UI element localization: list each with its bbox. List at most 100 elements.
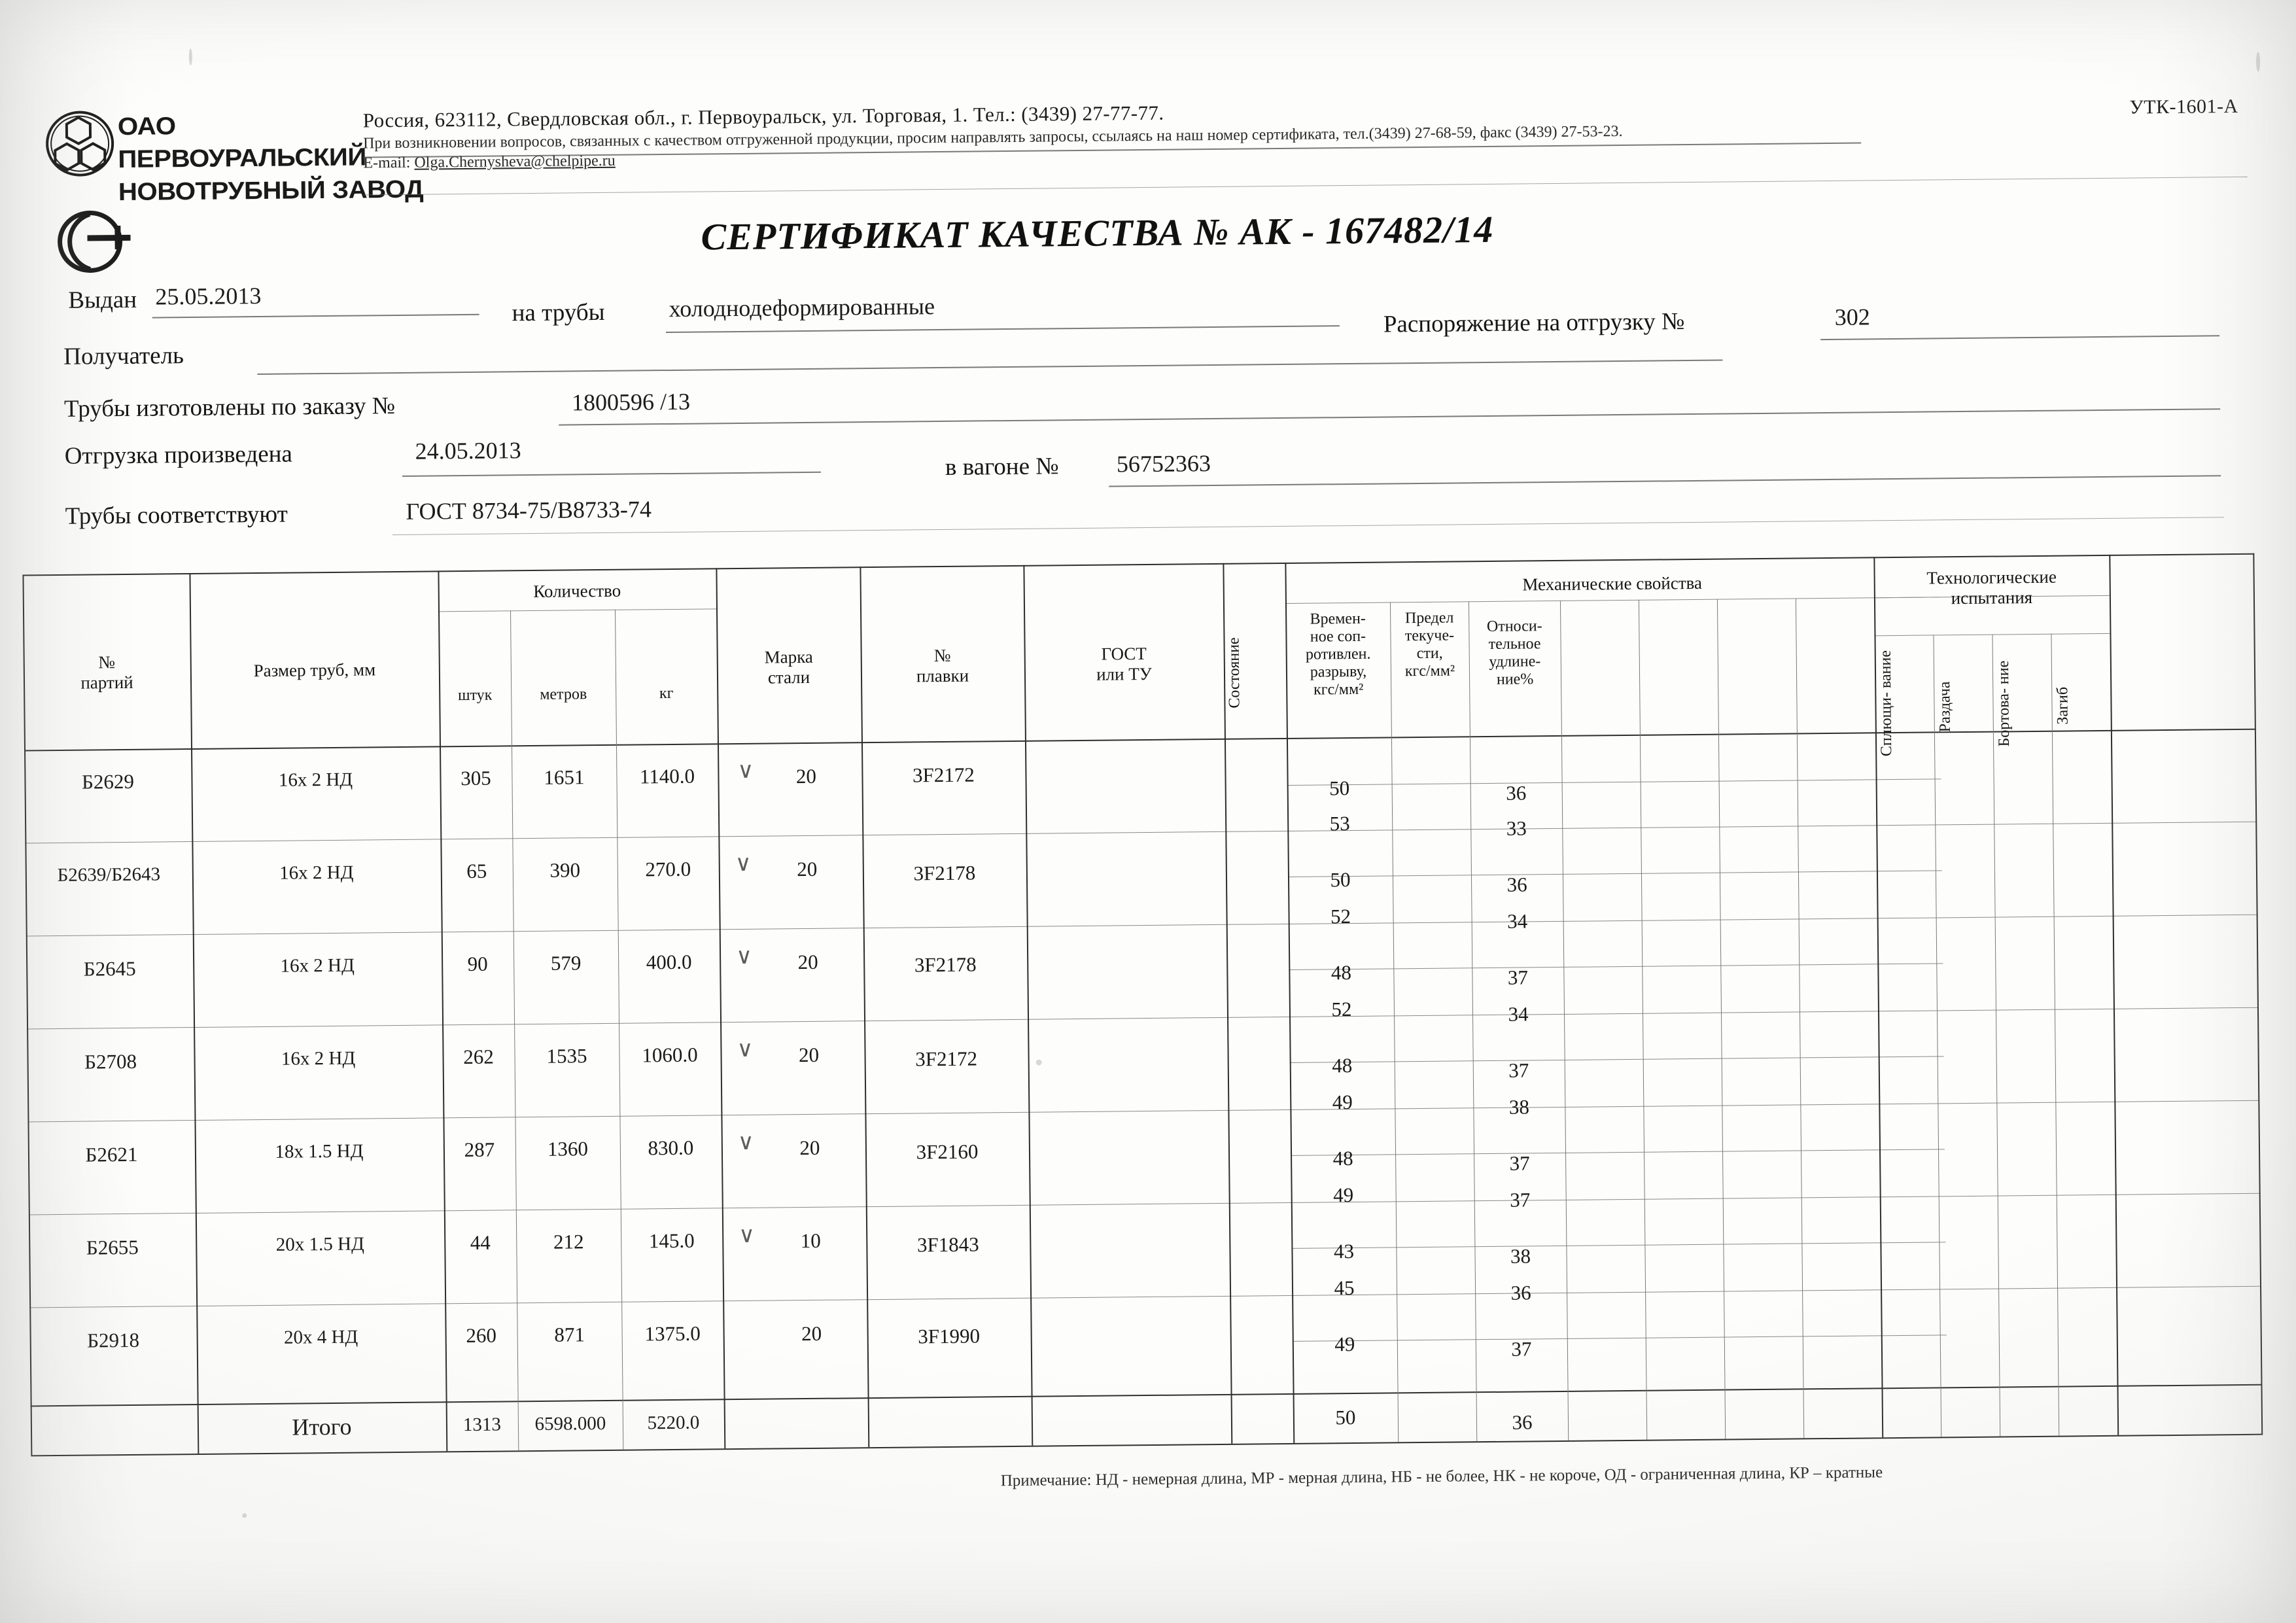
total-kg: 5220.0 — [647, 1412, 700, 1434]
col-header-size: Размер труб, мм — [253, 659, 376, 681]
wagon-value: 56752363 — [1116, 450, 1211, 478]
order-label: Трубы изготовлены по заказу № — [63, 393, 396, 423]
cell-grade: 20 — [801, 1321, 822, 1346]
cell-lot: Б2621 — [85, 1142, 138, 1166]
cell-pieces: 260 — [466, 1323, 497, 1348]
cell-size: 16х 2 НД — [278, 769, 353, 791]
footer-note: Примечание: НД - немерная длина, МР - ме… — [1000, 1463, 1883, 1490]
cell-tensile: 48 — [1332, 1147, 1353, 1170]
total-meters: 6598.000 — [534, 1412, 606, 1435]
col-header-kg: кг — [659, 684, 674, 703]
conform-label: Трубы соответствуют — [65, 500, 288, 530]
cell-grade: 20 — [799, 1136, 820, 1160]
cell-tensile: 53 — [1329, 812, 1350, 835]
col-header-tech-tests: Технологические испытания — [1926, 567, 2057, 608]
cell-elongation: 37 — [1508, 1058, 1529, 1082]
total-pieces: 1313 — [462, 1414, 502, 1436]
company-logo: ОАО ПЕРВОУРАЛЬСКИЙ НОВОТРУБНЫЙ ЗАВОД — [44, 105, 423, 206]
check-mark-icon: ∨ — [735, 851, 752, 877]
company-name-line2: НОВОТРУБНЫЙ ЗАВОД — [118, 175, 424, 207]
cell-heat: 3F1990 — [918, 1324, 981, 1348]
recipient-label: Получатель — [63, 342, 184, 370]
cell-grade: 10 — [800, 1229, 821, 1253]
cell-meters: 1360 — [547, 1137, 589, 1161]
cell-tensile: 43 — [1333, 1240, 1355, 1263]
ship-order-value: 302 — [1834, 304, 1870, 330]
cell-heat: 3F2178 — [914, 952, 977, 977]
cell-elongation: 37 — [1507, 966, 1529, 989]
cell-size: 18х 1.5 НД — [275, 1140, 364, 1162]
cell-tensile: 49 — [1332, 1183, 1354, 1207]
cell-tensile: 50 — [1329, 777, 1350, 800]
cell-elongation: 33 — [1506, 816, 1527, 840]
certificate-table: № партий Размер труб, мм Количество штук … — [22, 553, 2263, 1457]
cell-elongation: 38 — [1508, 1095, 1530, 1119]
col-header-flattening: Сплющи- вание — [1877, 650, 1896, 757]
cell-meters: 1651 — [544, 765, 585, 789]
cell-meters: 1535 — [546, 1044, 587, 1068]
cell-grade: 20 — [797, 950, 818, 974]
cell-elongation: 34 — [1506, 909, 1528, 933]
cell-elongation: 38 — [1510, 1244, 1531, 1268]
page-title: СЕРТИФИКАТ КАЧЕСТВА № АК - 167482/14 — [701, 207, 1494, 258]
cell-grade: 20 — [795, 764, 817, 788]
pntz-logo-icon — [46, 111, 114, 177]
cell-meters: 871 — [554, 1323, 585, 1346]
cell-tensile: 48 — [1331, 961, 1352, 985]
cell-pieces: 262 — [463, 1045, 494, 1069]
cell-size: 16х 2 НД — [280, 954, 355, 977]
cell-meters: 212 — [553, 1230, 584, 1253]
shipment-value: 24.05.2013 — [415, 437, 521, 464]
cell-elongation: 34 — [1508, 1002, 1529, 1026]
col-header-pieces: штук — [457, 686, 493, 705]
col-header-lot-no: № партий — [80, 652, 133, 693]
ship-order-label: Распоряжение на отгрузку № — [1383, 308, 1685, 338]
cell-kg: 830.0 — [648, 1136, 694, 1160]
check-mark-icon: ∨ — [737, 1037, 754, 1062]
shipment-label: Отгрузка произведена — [64, 440, 293, 470]
conform-value: ГОСТ 8734-75/В8733-74 — [406, 496, 652, 525]
cell-kg: 400.0 — [646, 950, 692, 974]
cell-heat: 3F2172 — [912, 763, 975, 787]
col-header-bending: Загиб — [2054, 686, 2072, 725]
pipes-value: холоднодеформированные — [669, 293, 935, 322]
issued-label: Выдан — [68, 286, 137, 314]
cell-tensile: 45 — [1334, 1276, 1355, 1300]
cell-lot: Б2645 — [83, 956, 136, 981]
cell-tensile: 50 — [1330, 868, 1351, 892]
col-header-heat-no: № плавки — [916, 645, 969, 686]
address-block: Россия, 623112, Свердловская обл., г. Пе… — [363, 96, 1770, 173]
cell-pieces: 65 — [466, 859, 487, 883]
cell-size: 20х 1.5 НД — [275, 1233, 364, 1255]
cell-heat: 3F2178 — [913, 861, 976, 885]
cell-grade: 20 — [797, 857, 818, 881]
cell-kg: 1140.0 — [639, 764, 695, 788]
cell-size: 20х 4 НД — [283, 1326, 358, 1348]
check-mark-icon: ∨ — [735, 944, 753, 969]
col-header-elongation: Относи-тельное удлине-ние% — [1486, 618, 1542, 688]
issued-value: 25.05.2013 — [155, 282, 262, 310]
total-label: Итого — [292, 1413, 352, 1440]
cell-size: 16х 2 НД — [279, 862, 354, 884]
cell-meters: 579 — [550, 951, 582, 975]
col-header-yield: Предел текуче- сти, кгс/мм² — [1404, 609, 1455, 680]
cell-lot: Б2639/Б2643 — [57, 864, 161, 886]
cell-lot: Б2629 — [81, 769, 135, 794]
cell-elongation: 37 — [1511, 1337, 1532, 1361]
cell-elongation: 37 — [1510, 1188, 1531, 1212]
col-header-expansion: Раздача — [1936, 681, 1954, 733]
cell-heat: 3F2160 — [916, 1140, 979, 1164]
cell-pieces: 44 — [470, 1230, 491, 1254]
cell-tensile: 52 — [1330, 905, 1351, 928]
col-header-condition: Состояние — [1225, 637, 1244, 709]
cell-grade: 20 — [798, 1043, 820, 1067]
cell-pieces: 90 — [467, 952, 488, 975]
col-header-meters: метров — [540, 686, 587, 703]
check-mark-icon: ∨ — [739, 1223, 756, 1248]
col-header-steel-grade: Марка стали — [764, 646, 813, 688]
cell-tensile: 52 — [1331, 998, 1352, 1021]
cell-tensile: 49 — [1334, 1333, 1355, 1356]
col-header-mech-props: Механические свойства — [1522, 572, 1703, 595]
cell-heat: 3F1843 — [916, 1232, 979, 1257]
cell-lot: Б2708 — [84, 1049, 137, 1073]
